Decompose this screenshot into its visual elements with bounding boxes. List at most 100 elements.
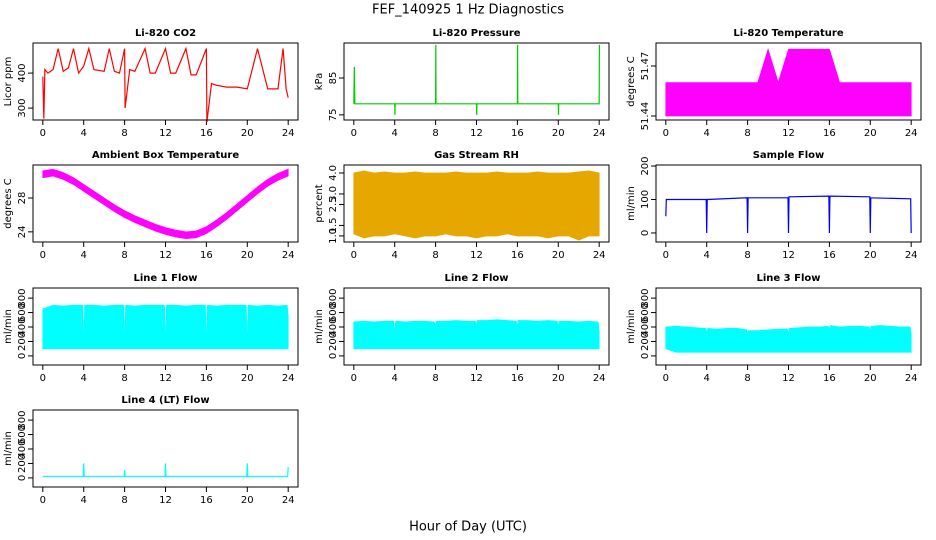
y-axis-label: kPa [314,73,325,91]
x-tick-label: 20 [864,250,877,261]
x-tick-label: 0 [663,128,669,139]
y-tick-label: 100 [640,190,651,209]
plot-frame [32,42,299,121]
x-tick-label: 0 [663,250,669,261]
y-tick-label: 0 [640,230,651,236]
y-tick-label: 300 [17,99,28,118]
x-tick-label: 8 [744,373,750,384]
panel-title: Gas Stream RH [434,150,519,161]
x-tick-label: 12 [159,250,172,261]
x-tick-label: 24 [905,128,918,139]
plot-frame [655,287,922,366]
x-tick-label: 4 [392,250,398,261]
y-tick-label: 800 [640,289,651,308]
y-tick-label: 800 [328,289,339,308]
x-tick-label: 16 [200,495,213,506]
x-tick-label: 20 [241,250,254,261]
y-tick-label: 600 [640,303,651,322]
y-tick-label: 600 [328,303,339,322]
y-tick-label: 1.0 [328,228,339,244]
y-tick-label: 75 [328,108,339,121]
x-tick-label: 24 [282,373,295,384]
x-tick-label: 16 [823,128,836,139]
y-axis-label: ml/min [626,186,637,221]
y-tick-label: 3.0 [328,186,339,202]
x-tick-label: 20 [241,495,254,506]
y-tick-label: 800 [17,289,28,308]
plot-frame [32,164,299,243]
y-tick-label: 4.0 [328,165,339,181]
x-tick-label: 20 [552,250,565,261]
x-tick-label: 12 [470,373,483,384]
y-tick-label: 0 [17,475,28,481]
x-tick-label: 4 [81,250,87,261]
data-line [353,44,600,115]
y-tick-label: 200 [17,454,28,473]
data-band [353,319,600,350]
y-axis-label: degrees C [3,178,14,228]
y-tick-label: 51.47 [640,52,651,81]
x-tick-label: 16 [511,128,524,139]
x-tick-label: 24 [593,250,606,261]
x-tick-label: 24 [282,495,295,506]
data-band [665,47,912,117]
x-tick-label: 12 [782,373,795,384]
plot-frame [343,164,610,243]
x-tick-label: 24 [593,128,606,139]
x-tick-label: 8 [121,495,127,506]
x-tick-label: 16 [200,128,213,139]
data-line [665,195,912,233]
plot-frame [32,287,299,366]
x-tick-label: 0 [663,373,669,384]
x-tick-label: 0 [40,250,46,261]
plot-frame [343,42,610,121]
x-tick-label: 24 [282,128,295,139]
x-tick-label: 16 [823,373,836,384]
y-tick-label: 24 [17,225,28,238]
y-tick-label: 85 [328,72,339,85]
plot-frame [32,409,299,488]
panel-title: Sample Flow [753,150,825,161]
x-tick-label: 0 [351,373,357,384]
data-band [353,170,600,241]
plot-frame [655,164,922,243]
y-tick-label: 200 [328,332,339,351]
y-tick-label: 400 [328,317,339,336]
x-tick-label: 12 [159,373,172,384]
x-tick-label: 4 [81,495,87,506]
x-tick-label: 8 [121,250,127,261]
y-axis-label: Licor ppm [3,57,14,107]
x-tick-label: 0 [40,373,46,384]
y-tick-label: 600 [17,425,28,444]
x-tick-label: 0 [351,128,357,139]
y-axis-label: ml/min [626,309,637,344]
data-line [42,463,289,478]
y-axis-label: degrees C [626,56,637,106]
x-tick-label: 12 [782,128,795,139]
x-tick-label: 12 [470,250,483,261]
x-tick-label: 16 [200,373,213,384]
x-tick-label: 20 [864,373,877,384]
x-tick-label: 8 [121,128,127,139]
y-tick-label: 400 [17,439,28,458]
x-tick-label: 20 [241,128,254,139]
panel-title: Line 1 Flow [134,273,198,284]
panel-title: Line 2 Flow [445,273,509,284]
x-tick-label: 8 [432,373,438,384]
y-tick-label: 0 [640,353,651,359]
y-tick-label: 400 [640,317,651,336]
x-tick-label: 20 [552,128,565,139]
x-tick-label: 8 [744,128,750,139]
data-band [42,304,289,350]
x-tick-label: 20 [864,128,877,139]
data-band [665,325,912,353]
y-tick-label: 200 [17,332,28,351]
plot-frame [343,287,610,366]
x-tick-label: 20 [241,373,254,384]
x-tick-label: 4 [81,128,87,139]
y-tick-label: 800 [17,411,28,430]
x-tick-label: 20 [552,373,565,384]
x-tick-label: 8 [432,250,438,261]
panel-title: Line 4 (LT) Flow [121,395,209,406]
